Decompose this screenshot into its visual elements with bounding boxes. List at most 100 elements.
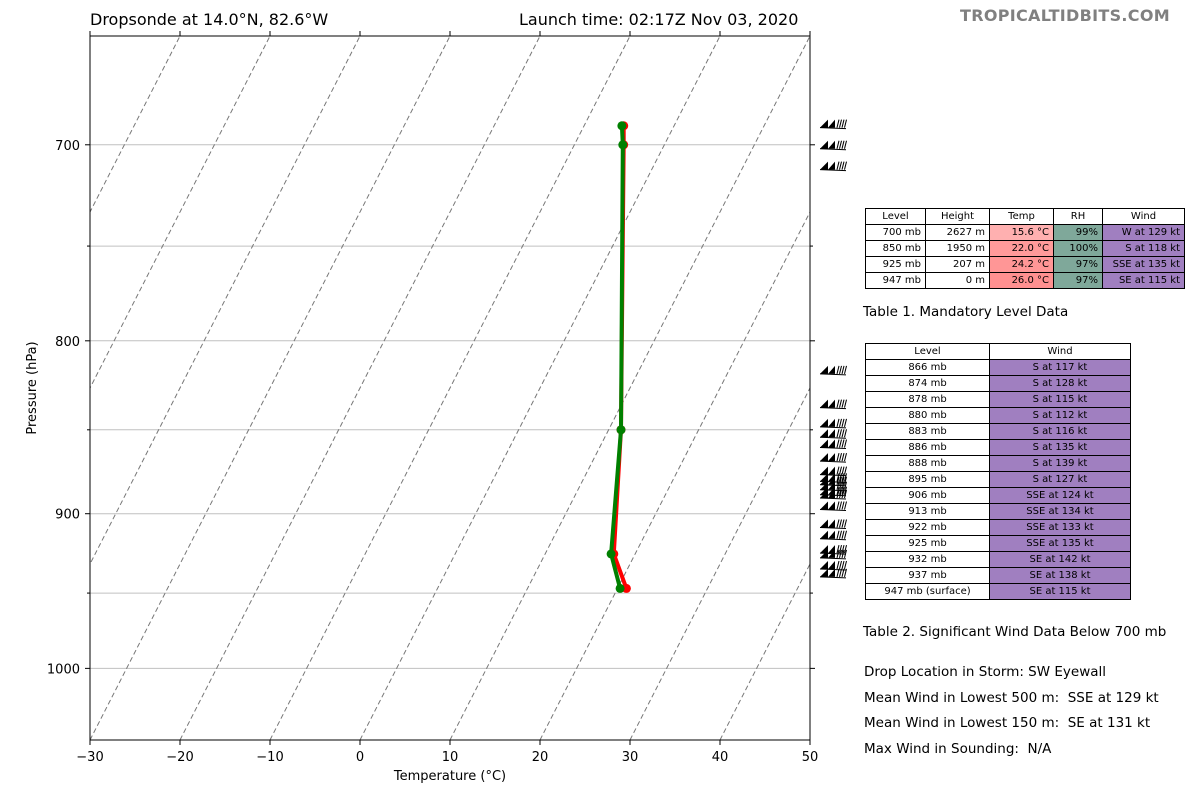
cell-wind: SSE at 135 kt: [1102, 256, 1185, 273]
barb-staff: [819, 497, 847, 500]
barb-flag: [828, 568, 835, 577]
cell-wind: S at 127 kt: [989, 471, 1131, 488]
barb-flag: [828, 399, 835, 408]
barb-line: [844, 545, 847, 554]
barb-flag: [820, 490, 828, 499]
cell-temp: 22.0 °C: [989, 240, 1054, 257]
cell-wind: SE at 115 kt: [1102, 272, 1185, 289]
x-tick-label: 30: [622, 750, 639, 765]
barb-line: [841, 453, 845, 462]
barb-flag: [828, 545, 835, 554]
cell-temp: 15.6 °C: [989, 224, 1054, 241]
wind-barb: [819, 161, 847, 172]
barb-line: [841, 486, 845, 495]
barb-flag: [820, 549, 828, 558]
barb-flag: [828, 530, 835, 539]
isotherm-line: [90, 36, 361, 566]
barb-line: [844, 365, 847, 374]
barb-line: [844, 549, 847, 559]
table-row: 937 mb SE at 138 kt: [865, 567, 1131, 584]
barb-flag: [828, 140, 835, 149]
cell-wind: S at 128 kt: [989, 375, 1131, 392]
barb-line: [844, 530, 847, 539]
dewpoint-series: [606, 121, 628, 593]
barb-line: [839, 519, 842, 528]
barb-staff: [819, 526, 847, 529]
wind-barb: [819, 549, 847, 560]
barb-line: [839, 545, 842, 554]
x-axis-label: Temperature (°C): [393, 769, 506, 784]
barb-line: [841, 549, 845, 559]
cell-level: 883 mb: [865, 423, 990, 440]
barb-line: [844, 519, 847, 528]
barb-flag: [828, 466, 835, 475]
barb-flag: [828, 490, 835, 499]
barb-line: [839, 476, 842, 485]
barb-flag: [820, 439, 828, 448]
barb-line: [844, 486, 847, 495]
barb-line: [844, 568, 847, 577]
brand-watermark: TROPICALTIDBITS.COM: [960, 6, 1170, 25]
isotherm-line: [90, 36, 271, 390]
cell-temp: 24.2 °C: [989, 256, 1054, 273]
table1-caption: Table 1. Mandatory Level Data: [863, 304, 1069, 320]
drop-location: Drop Location in Storm: SW Eyewall: [864, 664, 1107, 680]
cell-height: 2627 m: [925, 224, 990, 241]
isotherm-line: [359, 36, 721, 740]
cell-level: 922 mb: [865, 519, 990, 536]
isotherms: [90, 36, 810, 740]
barb-staff: [819, 169, 847, 172]
table-header: Wind: [989, 343, 1131, 360]
barb-staff: [819, 373, 847, 376]
table-row: 888 mb S at 139 kt: [865, 455, 1131, 472]
wind-barb: [819, 399, 847, 410]
barb-line: [839, 439, 842, 448]
table-row: 925 mb 207 m 24.2 °C 97% SSE at 135 kt: [865, 256, 1185, 273]
cell-level: 874 mb: [865, 375, 990, 392]
barb-line: [841, 481, 845, 490]
barb-line: [844, 119, 847, 128]
barb-line: [844, 140, 847, 149]
barb-flag: [828, 549, 835, 558]
barb-staff: [819, 127, 847, 130]
cell-wind: SSE at 135 kt: [989, 535, 1131, 552]
barb-line: [841, 140, 845, 149]
max-wind: Max Wind in Sounding: N/A: [864, 741, 1052, 757]
dewpoint-point: [616, 425, 626, 435]
mean-wind-500m: Mean Wind in Lowest 500 m: SSE at 129 kt: [864, 690, 1159, 706]
barb-line: [844, 453, 847, 462]
cell-level: 947 mb: [865, 272, 926, 289]
barb-line: [836, 486, 840, 495]
launch-time: Launch time: 02:17Z Nov 03, 2020: [519, 10, 799, 29]
barb-line: [841, 519, 845, 528]
gridlines: [90, 144, 810, 669]
x-tick-label: 50: [802, 750, 819, 765]
wind-barb: [819, 560, 847, 571]
barb-line: [839, 560, 842, 570]
table-row: 878 mb S at 115 kt: [865, 391, 1131, 408]
isotherm-line: [90, 36, 451, 740]
wind-barb: [819, 519, 847, 529]
barb-line: [836, 429, 840, 438]
barb-flag: [828, 119, 835, 128]
barb-flag: [828, 439, 835, 448]
cell-level: 937 mb: [865, 567, 990, 584]
temperature-point: [621, 583, 631, 593]
cell-wind: S at 117 kt: [989, 359, 1131, 376]
x-tick-label: −30: [76, 750, 103, 765]
cell-temp: 26.0 °C: [989, 272, 1054, 289]
barb-line: [841, 568, 845, 577]
barb-line: [844, 161, 847, 170]
cell-level: 925 mb: [865, 535, 990, 552]
barb-line: [841, 501, 845, 510]
barb-line: [836, 545, 840, 554]
barb-line: [839, 466, 842, 475]
cell-rh: 100%: [1053, 240, 1103, 257]
table-row: 932 mb SE at 142 kt: [865, 551, 1131, 568]
barb-flag: [828, 560, 835, 569]
cell-wind: S at 139 kt: [989, 455, 1131, 472]
wind-barb: [819, 365, 847, 376]
barb-line: [836, 399, 840, 408]
barb-line: [839, 161, 842, 170]
